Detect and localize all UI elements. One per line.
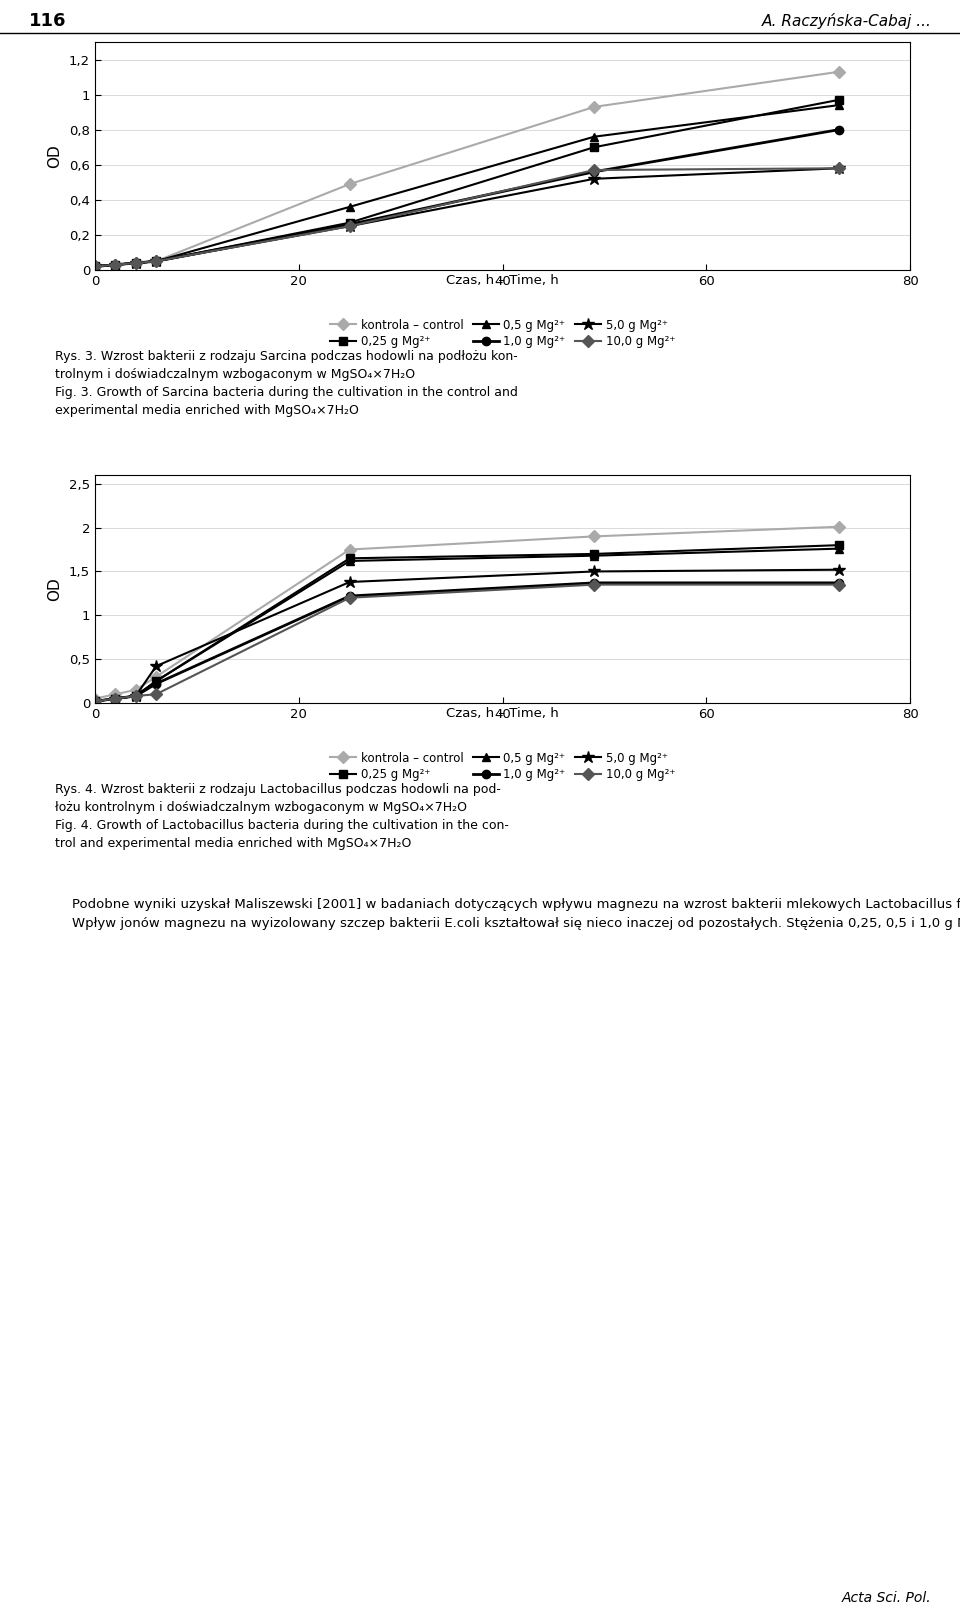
Legend: kontrola – control, 0,25 g Mg²⁺, 0,5 g Mg²⁺, 1,0 g Mg²⁺, 5,0 g Mg²⁺, 10,0 g Mg²⁺: kontrola – control, 0,25 g Mg²⁺, 0,5 g M…: [330, 318, 675, 349]
Text: Czas, h – Time, h: Czas, h – Time, h: [446, 274, 559, 287]
Legend: kontrola – control, 0,25 g Mg²⁺, 0,5 g Mg²⁺, 1,0 g Mg²⁺, 5,0 g Mg²⁺, 10,0 g Mg²⁺: kontrola – control, 0,25 g Mg²⁺, 0,5 g M…: [330, 752, 675, 781]
Text: A. Raczyńska-Cabaj ...: A. Raczyńska-Cabaj ...: [761, 13, 931, 29]
Text: Rys. 4. Wzrost bakterii z rodzaju Lactobacillus podczas hodowli na pod-
łożu kon: Rys. 4. Wzrost bakterii z rodzaju Lactob…: [55, 783, 509, 851]
Text: 116: 116: [29, 11, 66, 31]
Text: Czas, h – Time, h: Czas, h – Time, h: [446, 707, 559, 720]
Text: Rys. 3. Wzrost bakterii z rodzaju Sarcina podczas hodowli na podłożu kon-
trolny: Rys. 3. Wzrost bakterii z rodzaju Sarcin…: [55, 350, 517, 416]
Y-axis label: OD: OD: [47, 578, 62, 600]
Text: Acta Sci. Pol.: Acta Sci. Pol.: [842, 1591, 931, 1604]
Y-axis label: OD: OD: [47, 144, 62, 168]
Text: Podobne wyniki uzyskał Maliszewski [2001] w badaniach dotyczących wpływu magnezu: Podobne wyniki uzyskał Maliszewski [2001…: [55, 897, 960, 930]
